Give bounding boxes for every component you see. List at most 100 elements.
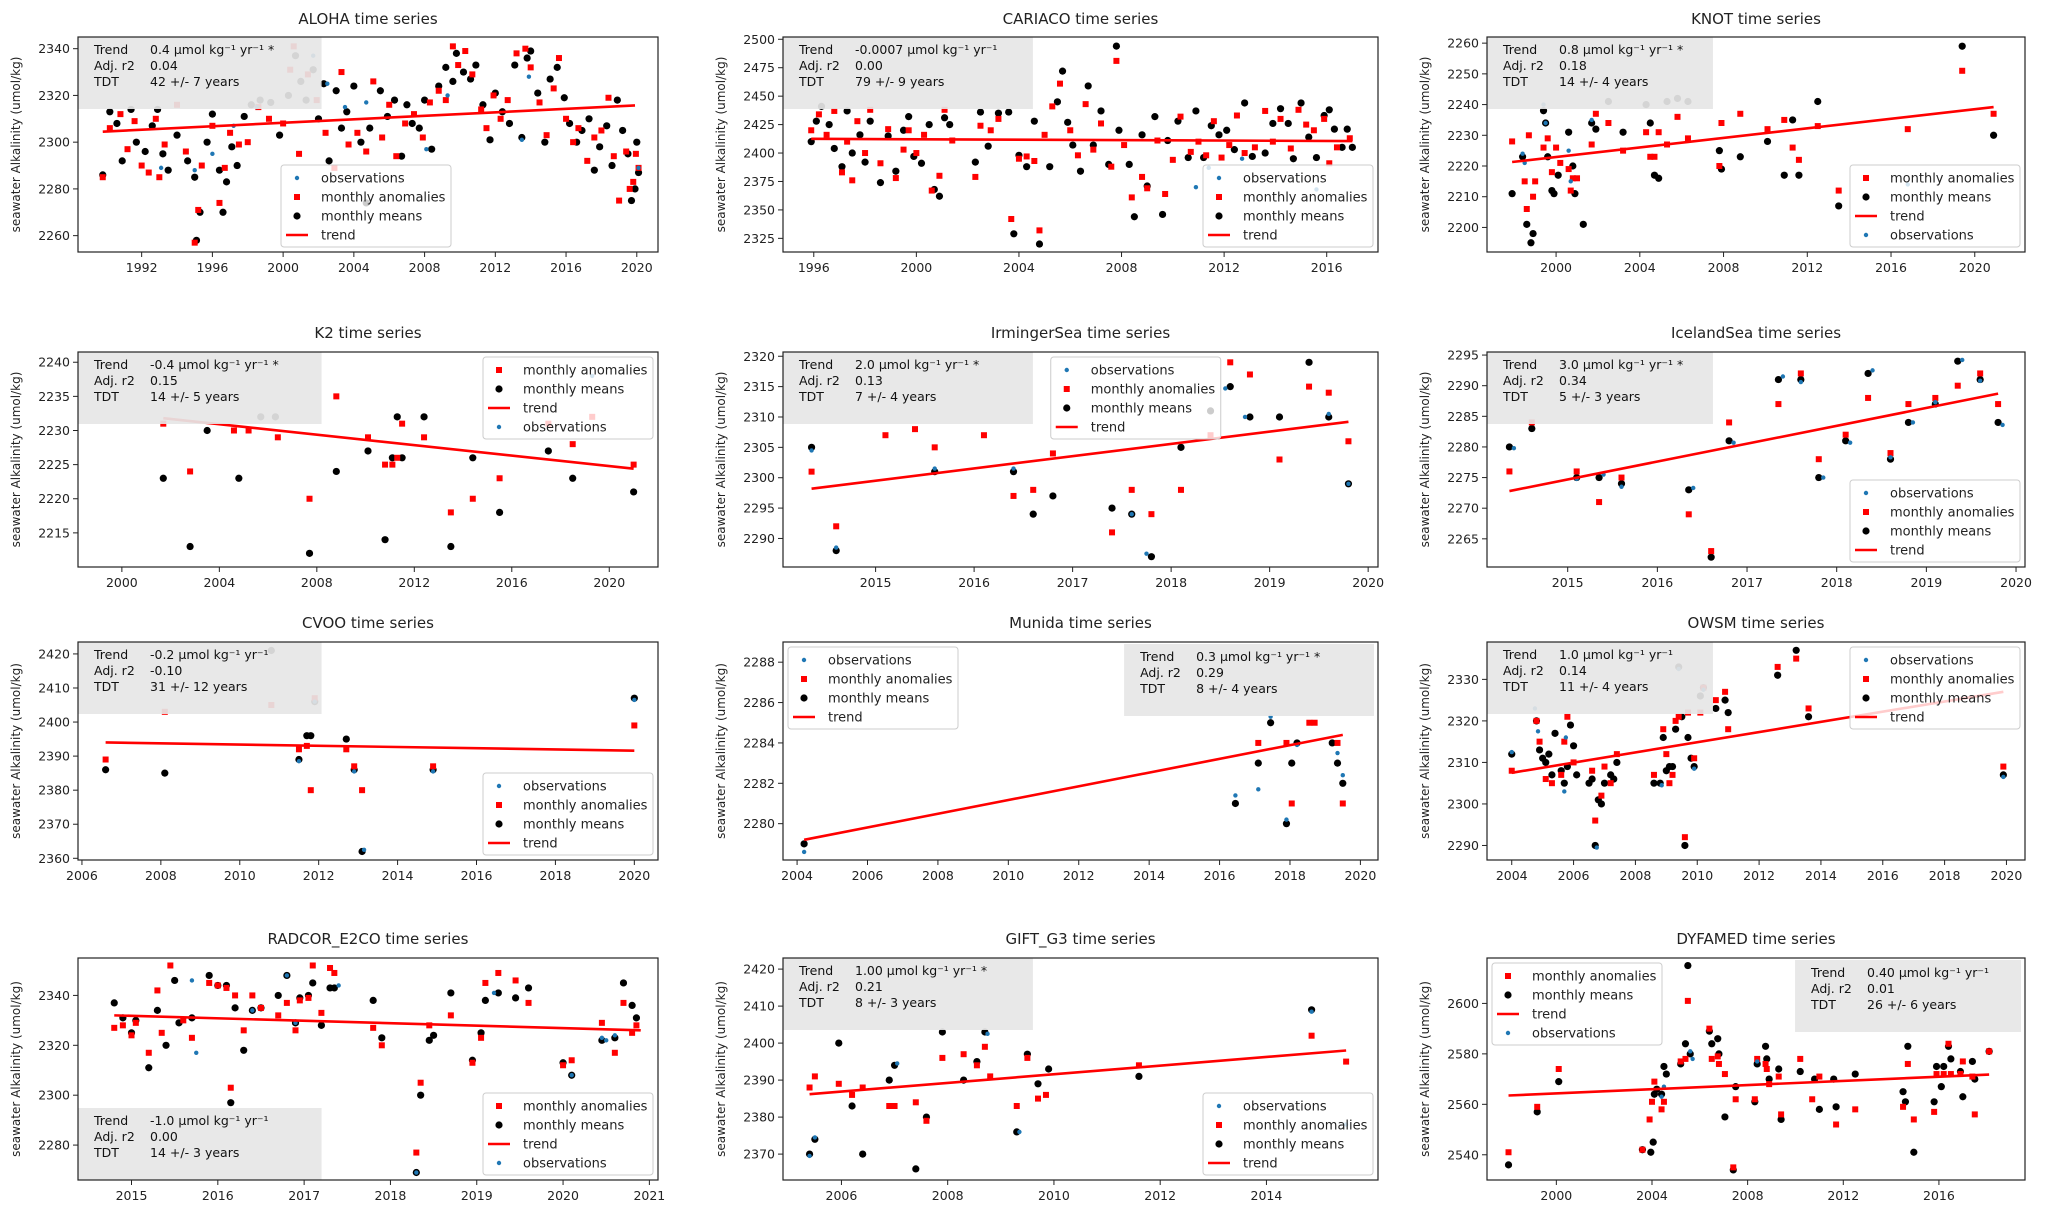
monthly-mean-point	[415, 124, 423, 132]
y-tick-label: 2340	[38, 41, 70, 56]
monthly-anomaly-point	[570, 139, 577, 146]
monthly-anomaly-point	[1737, 110, 1744, 117]
stats-box-bg	[1487, 642, 1713, 714]
monthly-mean-point	[848, 1102, 856, 1110]
monthly-mean-point	[110, 999, 118, 1007]
monthly-anomaly-point	[1816, 1073, 1823, 1080]
monthly-anomaly-point	[230, 427, 237, 434]
stats-box-bg	[783, 958, 1033, 1030]
stats-value-trend: 0.8 µmol kg⁻¹ yr⁻¹ *	[1559, 42, 1683, 57]
monthly-mean-point	[608, 161, 616, 170]
monthly-mean-point	[1715, 147, 1723, 155]
monthly-mean-point	[1125, 160, 1133, 169]
observation-point	[807, 1153, 812, 1159]
monthly-mean-point	[378, 1034, 386, 1042]
monthly-anomaly-point	[455, 62, 462, 69]
observation-point	[519, 137, 525, 143]
monthly-anomaly-point	[180, 1017, 187, 1024]
monthly-mean-point	[342, 735, 350, 743]
monthly-mean-point	[1954, 357, 1962, 365]
stats-label-trend: Trend	[1810, 965, 1845, 980]
legend-box	[1202, 1092, 1374, 1176]
monthly-anomaly-point	[1024, 1054, 1031, 1061]
monthly-mean-point	[1112, 42, 1121, 50]
stats-label-r2: Adj. r2	[799, 979, 840, 994]
monthly-anomaly-point	[1655, 129, 1662, 136]
y-tick-label: 2295	[743, 501, 775, 516]
monthly-mean-point	[1619, 128, 1627, 136]
monthly-anomaly-point	[99, 174, 106, 181]
monthly-mean-point	[429, 1031, 438, 1039]
y-tick-label: 2240	[1447, 97, 1479, 112]
monthly-mean-point	[325, 157, 333, 165]
observation-point	[1326, 411, 1331, 417]
monthly-anomaly-point	[1557, 159, 1564, 166]
monthly-anomaly-point	[1056, 80, 1063, 87]
monthly-anomaly-point	[1995, 401, 2002, 408]
monthly-anomaly-point	[1658, 1106, 1665, 1113]
monthly-mean-point	[118, 157, 126, 165]
observation-point	[325, 81, 330, 86]
x-tick-label: 1996	[196, 260, 228, 275]
legend-label-trend: trend	[1890, 544, 1925, 559]
monthly-mean-point	[511, 61, 519, 69]
observation-point	[1977, 378, 1983, 383]
monthly-mean-point	[1034, 1080, 1042, 1088]
monthly-anomaly-point	[393, 153, 400, 160]
chart-panel: IcelandSea time series seawater Alkalinit…	[1418, 324, 2032, 590]
stats-value-r2: 0.04	[150, 58, 178, 73]
observation-point	[1129, 511, 1134, 517]
monthly-anomaly-point	[1177, 486, 1184, 493]
stats-label-r2: Adj. r2	[1811, 981, 1852, 996]
monthly-mean-point	[1254, 759, 1262, 767]
monthly-mean-point	[1215, 131, 1223, 139]
monthly-mean-point	[403, 101, 411, 109]
monthly-anomaly-point	[631, 722, 638, 729]
monthly-mean-point	[899, 126, 908, 134]
monthly-mean-point	[603, 122, 611, 130]
x-tick-label: 2016	[461, 868, 493, 883]
observation-point	[636, 165, 641, 171]
x-tick-label: 2015	[860, 575, 892, 590]
x-tick-label: 2008	[409, 260, 441, 275]
monthly-anomaly-point	[1283, 739, 1290, 746]
monthly-mean-point	[452, 49, 461, 57]
monthly-anomaly-point	[345, 141, 352, 148]
monthly-mean-point	[1901, 1098, 1910, 1106]
legend-means-marker	[495, 1121, 503, 1129]
trend-line	[1509, 392, 1999, 493]
monthly-anomaly-point	[2000, 763, 2007, 770]
monthly-mean-point	[1904, 1042, 1912, 1050]
y-tick-label: 2450	[743, 89, 775, 104]
monthly-mean-point	[1523, 220, 1531, 228]
monthly-anomaly-point	[980, 432, 987, 439]
y-tick-label: 2220	[38, 491, 70, 506]
monthly-anomaly-point	[154, 987, 161, 994]
x-tick-label: 2021	[633, 1188, 665, 1203]
monthly-anomaly-point	[1764, 126, 1771, 133]
x-tick-label: 2016	[1311, 260, 1343, 275]
legend-box	[1849, 646, 2021, 730]
monthly-anomaly-point	[512, 977, 519, 984]
monthly-anomaly-point	[1139, 173, 1146, 180]
y-tick-label: 2285	[1447, 409, 1479, 424]
monthly-mean-point	[1343, 125, 1351, 133]
monthly-mean-point	[569, 474, 577, 482]
legend-box	[1202, 164, 1374, 248]
legend-observations-marker	[801, 657, 807, 663]
monthly-mean-point	[1010, 230, 1018, 238]
chart-panel: RADCOR_E2CO time series seawater Alkalini…	[9, 930, 665, 1203]
monthly-mean-point	[628, 1001, 636, 1009]
monthly-mean-point	[1815, 473, 1823, 482]
monthly-mean-point	[631, 185, 639, 193]
plot-frame	[782, 957, 1379, 1181]
monthly-anomaly-point	[145, 1049, 152, 1056]
monthly-anomaly-point	[327, 964, 334, 971]
monthly-mean-point	[425, 1036, 433, 1044]
monthly-anomaly-point	[981, 1043, 988, 1050]
monthly-anomaly-point	[1887, 450, 1894, 457]
stats-value-r2: 0.18	[1559, 58, 1587, 73]
plot-frame	[782, 641, 1379, 861]
monthly-mean-point	[1684, 733, 1692, 742]
stats-value-trend: 0.40 µmol kg⁻¹ yr⁻¹	[1867, 965, 1989, 980]
